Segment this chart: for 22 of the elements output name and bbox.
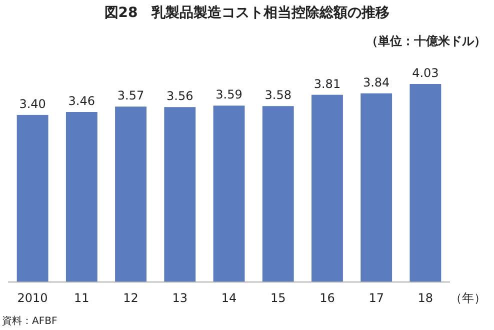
text: 資料：AFBF	[2, 315, 58, 327]
data-label: 3.58	[264, 88, 292, 102]
x-tick-label: 17	[368, 291, 384, 305]
x-axis-title: （年）	[450, 291, 486, 305]
chart-subtitle: （単位：十億米ドル）	[366, 34, 486, 48]
x-tick-label: 18	[418, 291, 434, 305]
data-label: 3.57	[117, 88, 144, 103]
data-label: 3.81	[314, 76, 341, 91]
x-tick-label: 14	[221, 291, 237, 305]
x-tick-label: 15	[270, 291, 286, 305]
x-tick-label: 11	[74, 291, 90, 305]
data-label: 3.84	[362, 75, 390, 90]
x-tick-label: 13	[172, 291, 188, 305]
x-tick-label: 2010	[17, 291, 48, 305]
x-tick-label: 12	[123, 291, 138, 305]
data-label: 3.56	[166, 89, 194, 104]
data-label: 4.03	[412, 66, 439, 80]
data-label: 3.46	[68, 94, 96, 108]
data-label: 3.40	[19, 96, 46, 111]
chart-title: 図28 乳製品製造コスト相当控除総額の推移	[104, 4, 390, 21]
data-label: 3.59	[216, 88, 242, 102]
x-tick-label: 16	[320, 291, 335, 305]
